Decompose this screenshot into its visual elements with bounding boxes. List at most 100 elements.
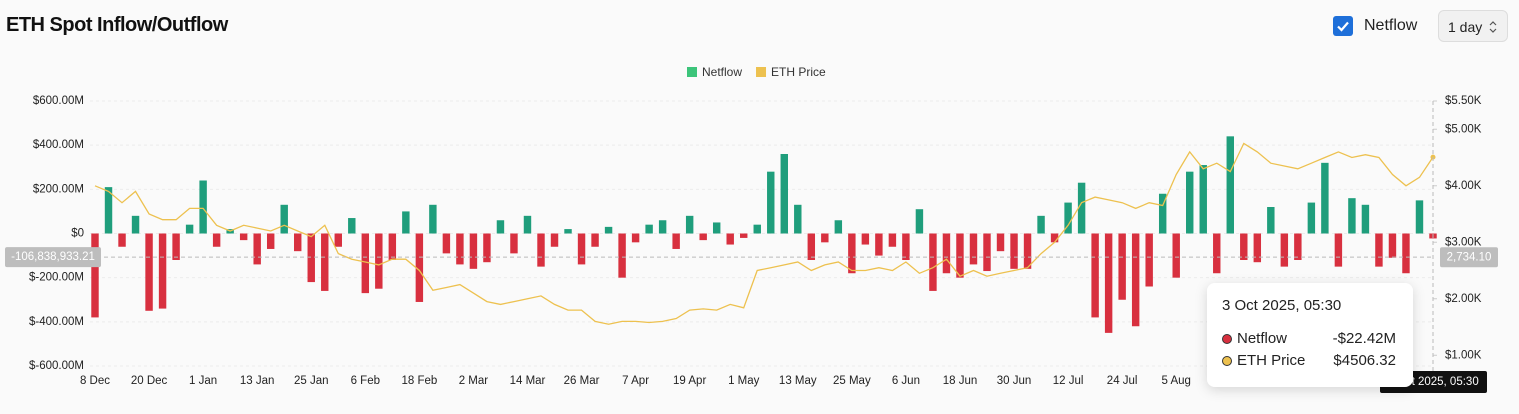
- netflow-bar: [321, 233, 329, 291]
- netflow-bar: [294, 233, 302, 252]
- crosshair-y2-box: [1440, 247, 1498, 268]
- netflow-bar: [172, 233, 180, 260]
- netflow-bar: [1402, 233, 1410, 274]
- netflow-bar: [1091, 233, 1099, 318]
- netflow-bar: [348, 218, 356, 234]
- netflow-bar: [469, 233, 478, 269]
- netflow-bar: [1226, 136, 1234, 234]
- netflow-bar: [645, 224, 653, 234]
- netflow-bar: [280, 204, 288, 234]
- netflow-bar: [158, 233, 167, 309]
- netflow-bar: [199, 180, 207, 234]
- x-tick-label: 26 Mar: [564, 375, 600, 387]
- tooltip-value: -$22.42M: [1333, 330, 1396, 347]
- x-tick-label: 30 Jun: [997, 375, 1032, 387]
- netflow-bar: [388, 233, 397, 260]
- y-tick-label: $400.00M: [33, 139, 84, 151]
- tooltip: 3 Oct 2025, 05:30 Netflow -$22.42M ETH Pric…: [1207, 283, 1413, 387]
- netflow-bar: [239, 233, 248, 241]
- x-tick-label: 20 Dec: [131, 375, 168, 387]
- tooltip-title: 3 Oct 2025, 05:30: [1222, 297, 1341, 314]
- x-tick-label: 14 Mar: [510, 375, 546, 387]
- netflow-bar: [564, 229, 572, 234]
- netflow-bar: [591, 233, 599, 247]
- netflow-bar: [1010, 233, 1018, 269]
- netflow-bar: [1172, 233, 1180, 278]
- netflow-bar: [212, 233, 221, 247]
- checkbox-label[interactable]: Netflow: [1364, 17, 1418, 34]
- y2-tick-label: $5.00K: [1445, 123, 1482, 135]
- interval-select[interactable]: 1 day: [1438, 10, 1508, 42]
- netflow-checkbox[interactable]: [1333, 16, 1353, 36]
- netflow-bar: [185, 224, 194, 234]
- x-tick-label: 24 Jul: [1107, 375, 1138, 387]
- netflow-bar: [550, 233, 559, 247]
- y2-tick-label: $5.50K: [1445, 95, 1482, 107]
- netflow-bar: [145, 233, 153, 311]
- netflow-bar: [415, 233, 424, 302]
- netflow-bar: [1199, 165, 1207, 234]
- netflow-bar: [1307, 202, 1316, 234]
- netflow-bar: [253, 233, 261, 265]
- netflow-bar: [618, 233, 626, 278]
- netflow-bar: [983, 233, 991, 272]
- netflow-bar: [807, 233, 816, 260]
- netflow-bar: [1415, 200, 1424, 234]
- tooltip-name: Netflow: [1237, 330, 1287, 347]
- netflow-bar: [631, 233, 640, 243]
- netflow-bar: [537, 233, 545, 267]
- netflow-bar: [1213, 233, 1221, 274]
- y-tick-label: $600.00M: [33, 95, 84, 107]
- netflow-bar: [726, 233, 734, 245]
- netflow-bar: [794, 204, 802, 234]
- netflow-bar: [1064, 202, 1072, 234]
- netflow-bar: [699, 233, 707, 241]
- y2-tick-label: $2.00K: [1445, 293, 1482, 305]
- netflow-bar: [942, 233, 951, 274]
- netflow-bar: [1334, 233, 1343, 267]
- x-tick-label: 13 May: [779, 375, 817, 387]
- legend-swatch: [756, 67, 767, 77]
- netflow-bar: [523, 215, 532, 234]
- netflow-bar: [1267, 207, 1275, 234]
- netflow-bar: [658, 220, 667, 234]
- netflow-bar: [510, 233, 518, 254]
- netflow-bar: [1145, 233, 1153, 287]
- netflow-bar: [753, 224, 761, 234]
- netflow-bar: [740, 233, 748, 238]
- netflow-bar: [767, 171, 775, 234]
- x-tick-label: 1 May: [728, 375, 760, 387]
- netflow-bar: [131, 215, 140, 234]
- netflow-bar: [442, 233, 451, 254]
- legend-label: Netflow: [702, 65, 742, 79]
- netflow-bar: [361, 233, 370, 294]
- netflow-bar: [1186, 171, 1194, 234]
- netflow-bar: [375, 233, 383, 289]
- y-tick-label: $-400.00M: [29, 316, 84, 328]
- netflow-bar: [929, 233, 937, 291]
- netflow-bar: [91, 233, 99, 318]
- tooltip-dot: [1222, 356, 1232, 366]
- netflow-bar: [456, 233, 464, 265]
- netflow-bar: [334, 233, 342, 247]
- netflow-bar: [1131, 233, 1140, 327]
- netflow-bar: [266, 233, 275, 249]
- netflow-bar: [861, 233, 870, 245]
- tooltip-value: $4506.32: [1333, 352, 1396, 369]
- netflow-bar: [307, 233, 315, 283]
- tooltip-box: [1207, 283, 1413, 387]
- netflow-bar: [402, 211, 410, 234]
- interval-value: 1 day: [1448, 19, 1483, 35]
- netflow-bar: [1361, 204, 1370, 234]
- netflow-bar: [1253, 233, 1262, 263]
- netflow-bar: [1294, 233, 1302, 260]
- netflow-bar: [1158, 193, 1167, 234]
- crosshair-y-label: -106,838,933.21: [11, 251, 95, 263]
- crosshair-y-box: [5, 247, 101, 268]
- netflow-bar: [118, 233, 126, 247]
- legend-label: ETH Price: [771, 65, 826, 79]
- x-tick-label: 2 Mar: [459, 375, 489, 387]
- netflow-bar: [848, 233, 856, 274]
